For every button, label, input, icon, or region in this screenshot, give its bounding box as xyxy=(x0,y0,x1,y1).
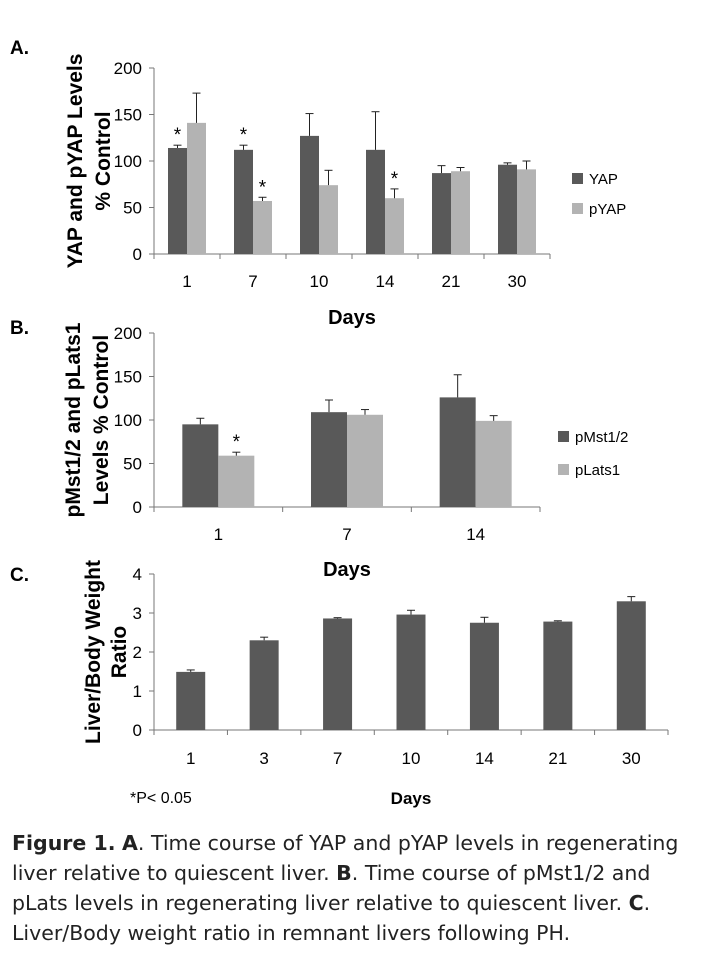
panel-3-x-axis-title: Days xyxy=(391,789,432,808)
panel-2-bar-plats1 xyxy=(347,414,383,507)
panel-2-legend-swatch xyxy=(558,464,569,475)
panel-3-y-tick-label: 2 xyxy=(133,643,142,662)
panel-3-y-tick-label: 3 xyxy=(133,604,142,623)
caption-line-2: liver relative to quiescent liver. B. Ti… xyxy=(12,858,712,888)
caption-figure-label: Figure 1. xyxy=(12,831,116,855)
panel-1-x-tick-label: 30 xyxy=(508,272,527,291)
panel-1-significance-mark: * xyxy=(240,125,248,146)
panel-3-y-axis-title: Ratio xyxy=(108,626,131,679)
panel-3-y-tick-label: 4 xyxy=(133,565,142,584)
panel-1-bar-yap xyxy=(498,164,517,254)
panel-2-y-tick-label: 0 xyxy=(133,498,142,517)
panel-2-y-tick-label: 100 xyxy=(114,411,142,430)
caption-panel-b-label: B xyxy=(336,861,352,885)
panel-2-y-tick-label: 150 xyxy=(114,368,142,387)
panel-2-x-tick-label: 7 xyxy=(342,525,351,544)
panel-2-bar-pmst12 xyxy=(182,424,219,507)
panel-2-legend-label: pMst1/2 xyxy=(575,429,628,446)
panel-3-significance-note: *P< 0.05 xyxy=(130,790,192,807)
panel-2-y-axis-title: Levels % Control xyxy=(90,335,113,505)
panel-3-bar-value xyxy=(396,614,426,730)
panel-2-bar-pmst12 xyxy=(311,412,347,507)
panel-3-x-tick-label: 30 xyxy=(622,749,641,768)
panel-2-y-axis-title: pMst1/2 and pLats1 xyxy=(62,322,85,517)
panel-1-legend-swatch xyxy=(572,173,583,184)
panel-2-legend-swatch xyxy=(558,431,569,442)
panel-2-bar-plats1 xyxy=(475,420,512,507)
panel-1-bar-yap xyxy=(234,149,253,254)
caption-text-b: . Time course of pMst1/2 and xyxy=(351,861,651,885)
panel-1-significance-mark: * xyxy=(259,177,267,198)
panel-1-y-tick-label: 200 xyxy=(114,59,142,78)
panel-3-x-tick-label: 7 xyxy=(333,749,342,768)
panel-3-y-axis-title: Liver/Body Weight xyxy=(82,560,105,744)
panel-1-legend-swatch xyxy=(572,203,583,214)
panel-3-bar-value xyxy=(249,640,279,730)
panel-1-y-tick-label: 150 xyxy=(114,106,142,125)
panel-2-x-tick-label: 14 xyxy=(466,525,485,544)
caption-text-a: . Time course of YAP and pYAP levels in … xyxy=(137,831,679,855)
panel-3-bar-value xyxy=(616,601,646,730)
panel-3-x-tick-label: 3 xyxy=(259,749,268,768)
panel-2-y-tick-label: 200 xyxy=(114,324,142,343)
panel-3-label: C. xyxy=(10,565,29,586)
panel-1-bar-yap xyxy=(300,135,319,254)
caption-text-b2: pLats levels in regenerating liver relat… xyxy=(12,891,629,915)
panel-1-y-tick-label: 100 xyxy=(114,152,142,171)
panel-3-y-tick-label: 0 xyxy=(133,721,142,740)
panel-1-bar-yap xyxy=(366,149,385,254)
panel-1-significance-mark: * xyxy=(174,125,182,146)
panel-3-bar-value xyxy=(543,621,573,730)
panel-1-y-axis-title: YAP and pYAP Levels xyxy=(64,54,87,269)
panel-1-legend-label: YAP xyxy=(589,171,618,188)
panel-1-label: A. xyxy=(10,38,29,59)
figure-caption: Figure 1. A. Time course of YAP and pYAP… xyxy=(12,828,712,948)
panel-1-y-tick-label: 50 xyxy=(123,199,142,218)
panel-1-x-tick-label: 14 xyxy=(376,272,395,291)
panel-2-legend-label: pLats1 xyxy=(575,462,620,479)
panel-1-y-tick-label: 0 xyxy=(133,245,142,264)
panel-3-bar-value xyxy=(469,622,499,730)
panel-1-bar-yap xyxy=(432,173,451,254)
panel-1-x-tick-label: 21 xyxy=(442,272,461,291)
caption-text-c: Liver/Body weight ratio in remnant liver… xyxy=(12,921,571,945)
panel-3-bar-value xyxy=(323,618,353,730)
panel-3-y-tick-label: 1 xyxy=(133,682,142,701)
panel-1-bar-pyap xyxy=(187,122,206,255)
panel-3-x-tick-label: 14 xyxy=(475,749,494,768)
panel-1-y-axis-title: % Control xyxy=(92,111,115,210)
panel-1-bar-pyap xyxy=(385,198,404,254)
panel-1-bar-yap xyxy=(168,147,187,254)
panel-3-bar-value xyxy=(176,671,206,730)
panel-1-x-tick-label: 1 xyxy=(182,272,191,291)
panel-2-y-tick-label: 50 xyxy=(123,455,142,474)
panel-1-x-axis-title: Days xyxy=(328,307,376,329)
panel-1-significance-mark: * xyxy=(391,169,399,190)
caption-line-3: pLats levels in regenerating liver relat… xyxy=(12,888,712,918)
panel-1-legend-label: pYAP xyxy=(589,201,626,218)
caption-panel-c-label: C xyxy=(628,891,644,915)
panel-3-x-tick-label: 21 xyxy=(548,749,567,768)
panel-2-label: B. xyxy=(10,318,29,339)
panel-1-bar-pyap xyxy=(319,185,338,254)
panel-2-significance-mark: * xyxy=(233,432,241,453)
panel-3-x-tick-label: 1 xyxy=(186,749,195,768)
panel-2-bar-pmst12 xyxy=(439,397,476,507)
panel-1-x-tick-label: 10 xyxy=(310,272,329,291)
panel-2-x-tick-label: 1 xyxy=(214,525,223,544)
panel-2-x-axis-title: Days xyxy=(323,559,371,581)
panel-3-x-tick-label: 10 xyxy=(402,749,421,768)
caption-line-4: Liver/Body weight ratio in remnant liver… xyxy=(12,918,712,948)
panel-1-bar-pyap xyxy=(517,169,536,254)
panel-1-x-tick-label: 7 xyxy=(248,272,257,291)
caption-text-a2: liver relative to quiescent liver. xyxy=(12,861,337,885)
caption-panel-a-label: A xyxy=(122,831,138,855)
panel-1-bar-pyap xyxy=(253,200,272,254)
panel-2-bar-plats1 xyxy=(218,455,255,507)
panel-1-bar-pyap xyxy=(451,171,470,254)
caption-text-c-dot: . xyxy=(643,891,651,915)
caption-line-1: Figure 1. A. Time course of YAP and pYAP… xyxy=(12,828,712,858)
